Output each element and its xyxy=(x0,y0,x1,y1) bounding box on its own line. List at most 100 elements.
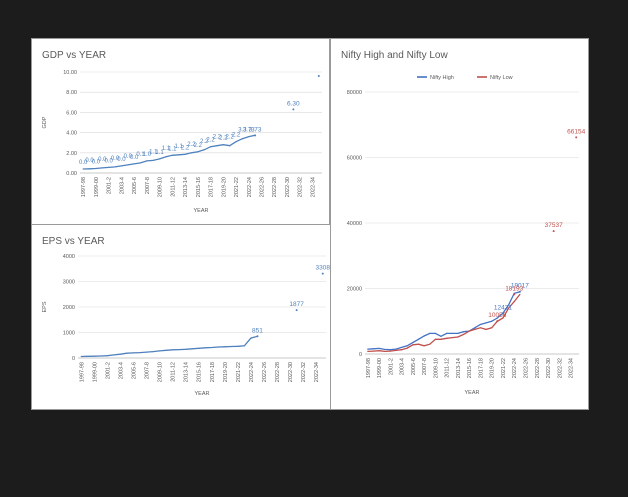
y-tick-label: 80000 xyxy=(347,90,362,96)
data-point xyxy=(100,355,102,357)
data-label: 1.0 xyxy=(143,152,152,158)
data-label: 0.1 xyxy=(136,152,145,158)
data-point xyxy=(250,337,252,339)
data-point xyxy=(434,338,436,340)
gdp-chart-panel[interactable]: GDP vs YEAR 0.00 2.00 4.00 6.00 8.00 10.00 199… xyxy=(31,38,330,225)
data-point xyxy=(204,347,206,349)
data-point xyxy=(88,168,91,170)
data-point xyxy=(479,327,482,329)
data-point xyxy=(108,166,110,169)
nifty-chart-panel[interactable]: Nifty High and Nifty Low 0 20000 40000 6000… xyxy=(330,38,589,410)
chart-title: Nifty High and Nifty Low xyxy=(341,50,448,61)
data-label: 3.3 xyxy=(238,128,247,134)
data-point xyxy=(178,154,180,156)
data-point xyxy=(217,346,219,348)
x-tick-label: 2022-24 xyxy=(249,362,255,382)
data-point xyxy=(491,327,493,329)
series-line xyxy=(83,134,256,170)
x-tick-label: 2022-32 xyxy=(557,358,563,378)
x-tick-label: 2015-16 xyxy=(196,177,202,197)
x-tick-label: 2005-6 xyxy=(411,358,417,375)
data-point xyxy=(139,352,141,354)
data-point xyxy=(126,352,128,354)
annotation-point xyxy=(256,335,259,338)
data-point xyxy=(434,332,436,334)
data-point xyxy=(401,346,403,349)
data-label: 3.73 xyxy=(243,128,255,134)
y-tick-label: 60000 xyxy=(347,156,362,162)
data-point xyxy=(429,343,431,345)
data-label: 2.2 xyxy=(213,135,222,141)
data-point xyxy=(457,332,459,334)
data-point xyxy=(423,345,425,347)
data-point xyxy=(417,343,420,345)
data-label: 2.2 xyxy=(187,142,196,148)
data-point xyxy=(451,332,453,334)
annotation-point xyxy=(552,230,555,233)
data-label: 1.1 xyxy=(175,144,184,150)
data-point xyxy=(152,351,154,353)
data-point xyxy=(119,353,122,355)
data-point xyxy=(372,348,375,350)
data-label: 0.0 xyxy=(124,154,133,160)
data-label: 0.0 xyxy=(104,158,113,164)
x-tick-label: 2003-4 xyxy=(119,177,125,194)
data-point xyxy=(93,355,95,357)
data-label: 0.0 xyxy=(79,160,88,166)
data-point xyxy=(462,333,465,335)
data-point xyxy=(237,345,239,347)
y-tick-label: 0 xyxy=(72,356,75,362)
data-point xyxy=(145,351,148,353)
data-point xyxy=(474,328,476,331)
eps-chart-panel[interactable]: EPS vs YEAR 0 1000 2000 3000 4000 1997-98 1999… xyxy=(31,224,332,410)
x-tick-label: 2013-14 xyxy=(183,177,189,197)
x-tick-label: 2022-34 xyxy=(569,358,575,378)
data-point xyxy=(114,166,116,168)
data-point xyxy=(185,348,187,350)
y-tick-label: 4.00 xyxy=(66,131,77,137)
data-label: 2.2 xyxy=(200,139,209,145)
annotation-point xyxy=(575,136,578,139)
x-tick-label: 2022-28 xyxy=(535,358,541,378)
y-tick-label: 1000 xyxy=(63,331,75,337)
x-tick-label: 1997-98 xyxy=(366,358,372,378)
data-point xyxy=(190,152,193,154)
data-label: 1.1 xyxy=(168,146,177,152)
annotation-label: 12431 xyxy=(494,304,512,311)
annotation-point xyxy=(254,134,257,137)
data-point xyxy=(95,167,97,170)
x-tick-label: 2019-20 xyxy=(223,362,229,382)
y-tick-label: 0 xyxy=(359,352,362,358)
y-tick-label: 10.00 xyxy=(63,70,77,76)
x-tick-label: 2022-26 xyxy=(260,177,266,197)
data-point xyxy=(87,355,89,357)
x-tick-label: 2022-26 xyxy=(262,362,268,382)
data-point xyxy=(485,328,487,331)
gdp-chart-svg: 0.00 2.00 4.00 6.00 8.00 10.00 1997-98 1999-00 2… xyxy=(42,70,322,214)
y-tick-label: 2000 xyxy=(63,305,75,311)
data-label: 0.0 xyxy=(85,158,94,164)
x-tick-label: 2022-30 xyxy=(285,177,291,197)
annotation-label: 66154 xyxy=(567,128,585,135)
x-tick-label: 1999-00 xyxy=(377,358,383,378)
x-tick-label: 2022-34 xyxy=(314,362,320,382)
data-point xyxy=(429,332,431,334)
x-tick-label: 2022-30 xyxy=(288,362,294,382)
x-tick-label: 2022-34 xyxy=(310,177,316,197)
eps-chart-svg: 0 1000 2000 3000 4000 1997-98 1999-00 2001-2 200… xyxy=(42,254,330,397)
data-point xyxy=(230,345,232,348)
annotation-point xyxy=(501,312,504,315)
data-point xyxy=(491,320,493,322)
data-point xyxy=(417,338,420,340)
data-label: 1.1 xyxy=(162,146,171,152)
data-point xyxy=(224,346,226,348)
data-point xyxy=(113,354,115,356)
data-point xyxy=(146,160,148,162)
data-point xyxy=(406,345,408,347)
data-point xyxy=(446,332,448,334)
y-tick-label: 2.00 xyxy=(66,151,77,157)
x-tick-label: 2001-2 xyxy=(107,177,113,194)
data-point xyxy=(468,330,470,332)
x-tick-label: 2009-10 xyxy=(433,358,439,378)
x-tick-label: 2003-4 xyxy=(400,358,406,375)
